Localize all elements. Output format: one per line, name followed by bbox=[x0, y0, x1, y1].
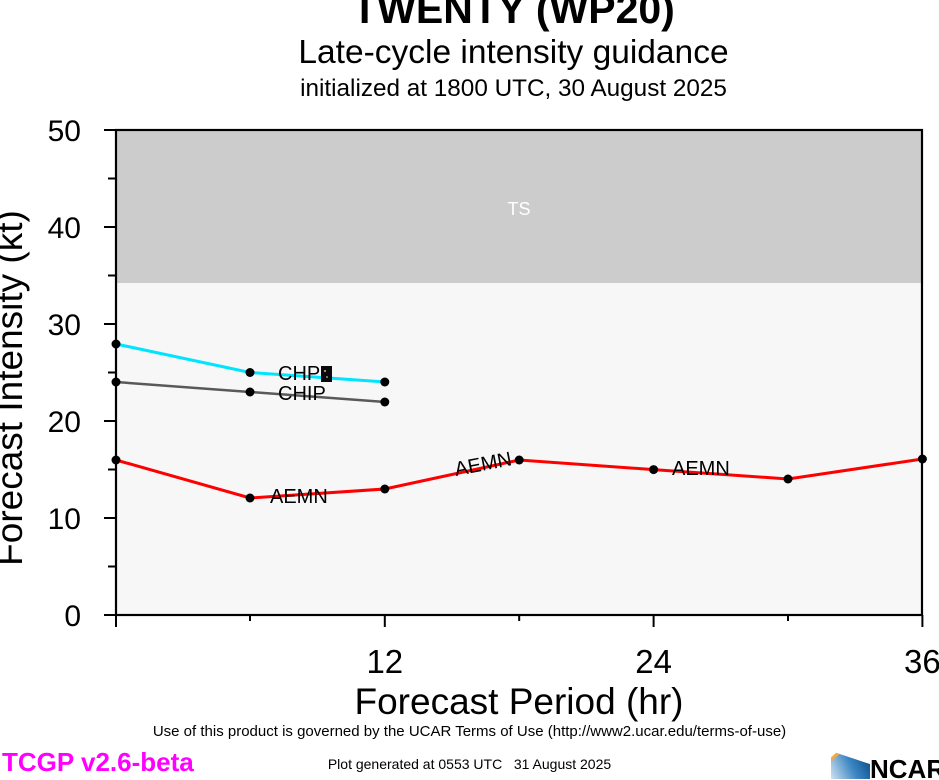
svg-text:40: 40 bbox=[48, 212, 81, 245]
svg-text:Forecast Intensity (kt): Forecast Intensity (kt) bbox=[0, 210, 30, 566]
svg-text:20: 20 bbox=[48, 406, 81, 439]
svg-text:10: 10 bbox=[48, 503, 81, 536]
svg-text:50: 50 bbox=[48, 115, 81, 148]
svg-text:AEMN: AEMN bbox=[270, 486, 328, 508]
svg-text:CHP: CHP bbox=[278, 363, 320, 385]
svg-text:CHIP: CHIP bbox=[278, 383, 326, 405]
svg-text:TS: TS bbox=[507, 199, 530, 219]
svg-text:Forecast Period (hr): Forecast Period (hr) bbox=[355, 681, 684, 722]
svg-text:30: 30 bbox=[48, 309, 81, 342]
svg-text:0: 0 bbox=[64, 600, 81, 633]
svg-text:24: 24 bbox=[635, 643, 672, 680]
svg-text:AEMN: AEMN bbox=[672, 458, 730, 480]
svg-text:36: 36 bbox=[904, 643, 939, 680]
svg-text:NCAR: NCAR bbox=[870, 754, 939, 780]
svg-text:12: 12 bbox=[366, 643, 403, 680]
